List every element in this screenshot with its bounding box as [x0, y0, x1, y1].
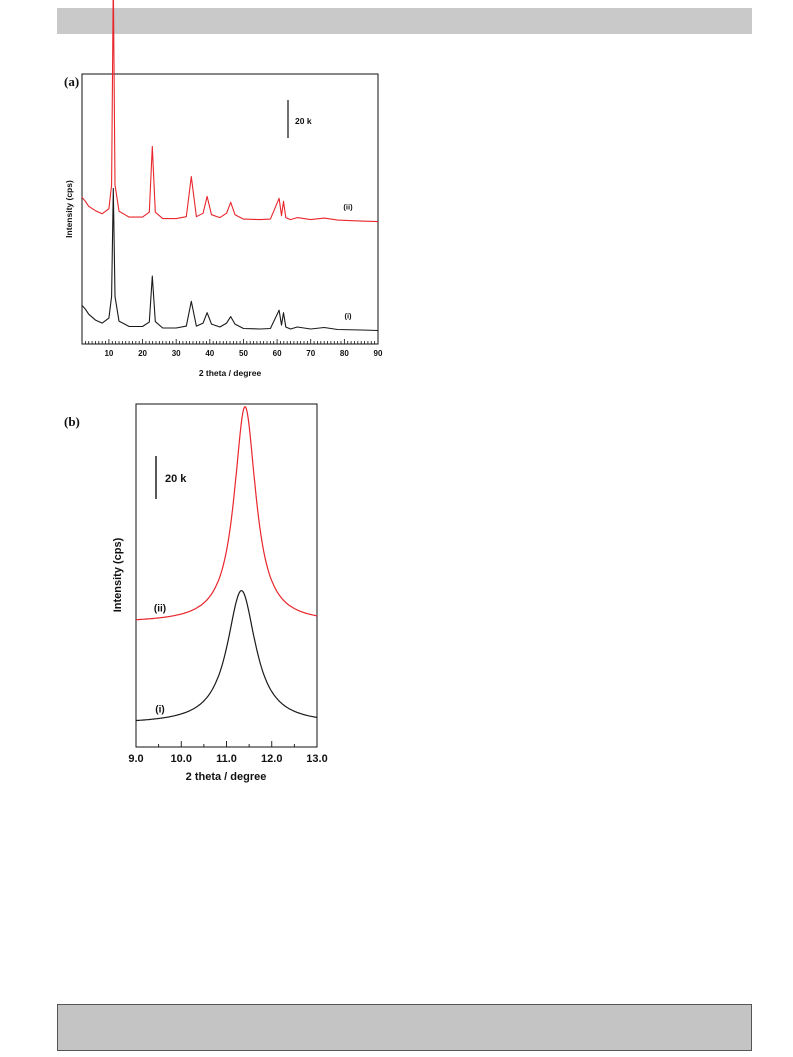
x-tick-label: 9.0: [128, 753, 143, 765]
chart-b-frame: [135, 403, 318, 748]
x-tick-label: 12.0: [261, 753, 282, 765]
chart-a-x-ticks: 10 20 30 40 50 60 70 80 90: [84, 339, 383, 358]
series-label-ii: (ii): [154, 603, 166, 614]
xrd-chart-a: 10 20 30 40 50 60 70 80 90 (i) (ii) 2 theta / deg…: [64, 0, 383, 378]
x-tick-label: 30: [172, 349, 181, 358]
chart-a-y-axis-label: Intensity (cps): [64, 180, 74, 238]
x-tick-label: 60: [273, 349, 282, 358]
header-bar: [57, 8, 752, 34]
x-tick-label: 50: [239, 349, 248, 358]
chart-b-x-axis-label: 2 theta / degree: [186, 771, 267, 783]
x-tick-label: 20: [138, 349, 147, 358]
x-tick-label: 10.0: [171, 753, 192, 765]
x-tick-label: 11.0: [216, 753, 237, 765]
chart-a-scale-label: 20 k: [295, 116, 312, 126]
series-line-i: [81, 187, 379, 332]
series-label-i: (i): [155, 705, 164, 716]
series-line-ii: [81, 0, 379, 223]
series-line-ii: [136, 406, 318, 621]
x-tick-label: 90: [374, 349, 383, 358]
series-label-i: (i): [344, 312, 352, 321]
chart-b-scale-label: 20 k: [165, 473, 187, 485]
chart-a-series: (i) (ii): [81, 0, 379, 332]
x-tick-label: 10: [104, 349, 113, 358]
x-tick-label: 13.0: [306, 753, 327, 765]
chart-a-x-axis-label: 2 theta / degree: [199, 368, 262, 378]
chart-b-y-axis-label: Intensity (cps): [112, 537, 124, 612]
footer-bar: [57, 1004, 752, 1051]
series-label-ii: (ii): [343, 203, 353, 212]
panel-b-label: (b): [64, 414, 80, 429]
chart-b-x-ticks: 9.0 10.0 11.0 12.0 13.0: [128, 741, 328, 765]
series-line-i: [136, 590, 318, 722]
x-tick-label: 70: [306, 349, 315, 358]
x-tick-label: 80: [340, 349, 349, 358]
chart-b-series: (i) (ii): [136, 406, 318, 722]
panel-a-label: (a): [64, 74, 80, 89]
xrd-chart-b: 9.0 10.0 11.0 12.0 13.0 (i) (ii) 2 theta / de…: [112, 403, 328, 783]
x-tick-label: 40: [205, 349, 214, 358]
